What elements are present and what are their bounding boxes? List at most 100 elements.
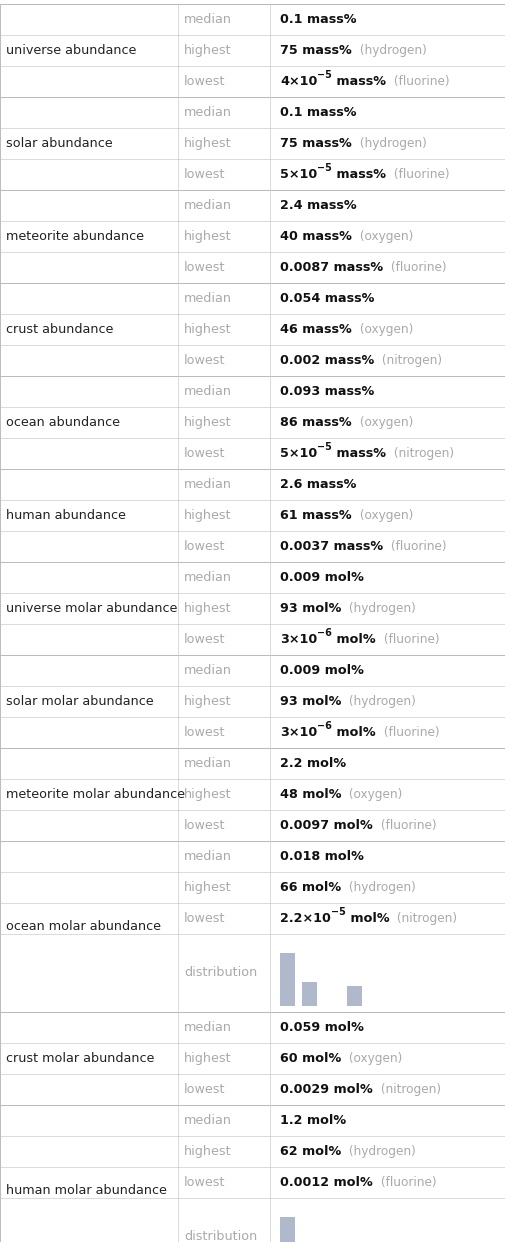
Text: (oxygen): (oxygen) bbox=[344, 1052, 402, 1064]
Text: human abundance: human abundance bbox=[6, 509, 126, 522]
Text: −6: −6 bbox=[317, 627, 331, 637]
Text: 0.0037 mass%: 0.0037 mass% bbox=[279, 540, 382, 553]
Text: mass%: mass% bbox=[331, 168, 385, 181]
Text: highest: highest bbox=[184, 602, 231, 615]
Text: (fluorine): (fluorine) bbox=[376, 1176, 435, 1189]
Text: solar molar abundance: solar molar abundance bbox=[6, 696, 154, 708]
Text: universe molar abundance: universe molar abundance bbox=[6, 602, 177, 615]
Text: 0.1 mass%: 0.1 mass% bbox=[279, 106, 356, 119]
Text: highest: highest bbox=[184, 509, 231, 522]
Text: highest: highest bbox=[184, 43, 231, 57]
Text: 0.054 mass%: 0.054 mass% bbox=[279, 292, 374, 306]
Text: (nitrogen): (nitrogen) bbox=[378, 354, 441, 366]
Text: (oxygen): (oxygen) bbox=[355, 509, 412, 522]
Text: −5: −5 bbox=[317, 70, 331, 79]
Text: (fluorine): (fluorine) bbox=[389, 75, 449, 88]
Text: median: median bbox=[184, 758, 231, 770]
Text: (hydrogen): (hydrogen) bbox=[355, 137, 426, 150]
Text: (oxygen): (oxygen) bbox=[345, 787, 402, 801]
Text: solar abundance: solar abundance bbox=[6, 137, 113, 150]
Bar bbox=[279, 953, 294, 1006]
Text: lowest: lowest bbox=[184, 633, 225, 646]
Text: 40 mass%: 40 mass% bbox=[279, 230, 351, 243]
Text: 75 mass%: 75 mass% bbox=[279, 43, 351, 57]
Text: 0.093 mass%: 0.093 mass% bbox=[279, 385, 374, 397]
Text: 2.4 mass%: 2.4 mass% bbox=[279, 199, 356, 212]
Text: (fluorine): (fluorine) bbox=[379, 727, 438, 739]
Text: (fluorine): (fluorine) bbox=[386, 540, 446, 553]
Bar bbox=[302, 982, 317, 1006]
Text: (oxygen): (oxygen) bbox=[355, 416, 412, 428]
Text: (fluorine): (fluorine) bbox=[389, 168, 449, 181]
Text: 93 mol%: 93 mol% bbox=[279, 696, 341, 708]
Text: −5: −5 bbox=[330, 907, 345, 917]
Text: −5: −5 bbox=[317, 442, 331, 452]
Text: lowest: lowest bbox=[184, 1176, 225, 1189]
Text: median: median bbox=[184, 1021, 231, 1035]
Text: 0.0029 mol%: 0.0029 mol% bbox=[279, 1083, 372, 1095]
Text: mass%: mass% bbox=[331, 447, 385, 460]
Text: 48 mol%: 48 mol% bbox=[279, 787, 341, 801]
Text: (nitrogen): (nitrogen) bbox=[392, 912, 457, 925]
Text: highest: highest bbox=[184, 787, 231, 801]
Text: 0.1 mass%: 0.1 mass% bbox=[279, 12, 356, 26]
Text: 86 mass%: 86 mass% bbox=[279, 416, 351, 428]
Text: 1.2 mol%: 1.2 mol% bbox=[279, 1114, 345, 1126]
Text: median: median bbox=[184, 478, 231, 491]
Text: highest: highest bbox=[184, 696, 231, 708]
Bar bbox=[347, 986, 362, 1006]
Text: 0.059 mol%: 0.059 mol% bbox=[279, 1021, 363, 1035]
Text: 66 mol%: 66 mol% bbox=[279, 881, 340, 894]
Text: highest: highest bbox=[184, 416, 231, 428]
Text: distribution: distribution bbox=[184, 966, 257, 980]
Text: (fluorine): (fluorine) bbox=[376, 818, 435, 832]
Text: (hydrogen): (hydrogen) bbox=[344, 881, 415, 894]
Text: meteorite molar abundance: meteorite molar abundance bbox=[6, 787, 185, 801]
Text: 4×10: 4×10 bbox=[279, 75, 317, 88]
Text: mol%: mol% bbox=[331, 633, 375, 646]
Text: lowest: lowest bbox=[184, 447, 225, 460]
Text: crust molar abundance: crust molar abundance bbox=[6, 1052, 154, 1064]
Text: highest: highest bbox=[184, 137, 231, 150]
Text: highest: highest bbox=[184, 323, 231, 337]
Text: crust abundance: crust abundance bbox=[6, 323, 113, 337]
Text: 0.009 mol%: 0.009 mol% bbox=[279, 571, 363, 584]
Text: mol%: mol% bbox=[331, 727, 375, 739]
Text: 2.2×10: 2.2×10 bbox=[279, 912, 330, 925]
Text: median: median bbox=[184, 571, 231, 584]
Text: ocean abundance: ocean abundance bbox=[6, 416, 120, 428]
Text: (hydrogen): (hydrogen) bbox=[344, 1145, 415, 1158]
Text: 0.0097 mol%: 0.0097 mol% bbox=[279, 818, 372, 832]
Text: 3×10: 3×10 bbox=[279, 633, 317, 646]
Text: highest: highest bbox=[184, 230, 231, 243]
Text: median: median bbox=[184, 199, 231, 212]
Text: highest: highest bbox=[184, 881, 231, 894]
Text: lowest: lowest bbox=[184, 261, 225, 274]
Text: −6: −6 bbox=[317, 720, 331, 730]
Text: human molar abundance: human molar abundance bbox=[6, 1184, 167, 1197]
Text: lowest: lowest bbox=[184, 75, 225, 88]
Text: 62 mol%: 62 mol% bbox=[279, 1145, 340, 1158]
Text: distribution: distribution bbox=[184, 1231, 257, 1242]
Text: −5: −5 bbox=[317, 163, 331, 173]
Text: 5×10: 5×10 bbox=[279, 168, 317, 181]
Text: lowest: lowest bbox=[184, 818, 225, 832]
Text: median: median bbox=[184, 664, 231, 677]
Text: 46 mass%: 46 mass% bbox=[279, 323, 351, 337]
Text: lowest: lowest bbox=[184, 912, 225, 925]
Text: (hydrogen): (hydrogen) bbox=[345, 602, 416, 615]
Text: (hydrogen): (hydrogen) bbox=[355, 43, 426, 57]
Text: 5×10: 5×10 bbox=[279, 447, 317, 460]
Text: lowest: lowest bbox=[184, 727, 225, 739]
Text: 60 mol%: 60 mol% bbox=[279, 1052, 340, 1064]
Text: 0.0087 mass%: 0.0087 mass% bbox=[279, 261, 382, 274]
Text: 75 mass%: 75 mass% bbox=[279, 137, 351, 150]
Text: (fluorine): (fluorine) bbox=[379, 633, 438, 646]
Text: (nitrogen): (nitrogen) bbox=[376, 1083, 440, 1095]
Text: 0.002 mass%: 0.002 mass% bbox=[279, 354, 374, 366]
Text: highest: highest bbox=[184, 1145, 231, 1158]
Text: median: median bbox=[184, 106, 231, 119]
Text: (oxygen): (oxygen) bbox=[355, 230, 413, 243]
Text: 2.6 mass%: 2.6 mass% bbox=[279, 478, 356, 491]
Text: 0.018 mol%: 0.018 mol% bbox=[279, 850, 363, 863]
